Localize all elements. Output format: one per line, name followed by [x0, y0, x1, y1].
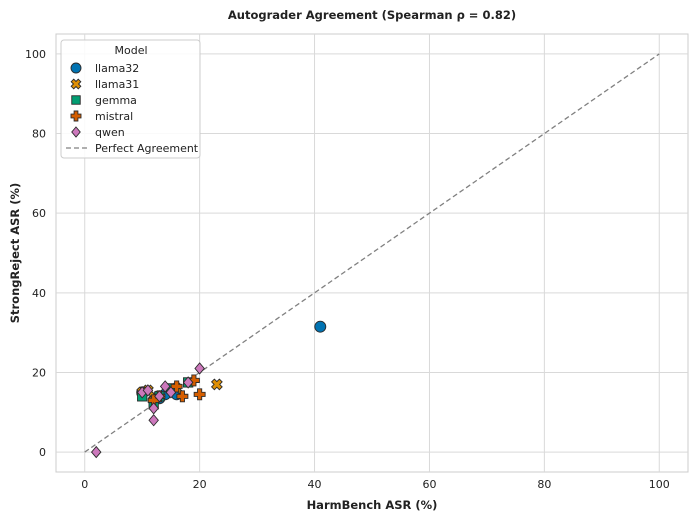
- legend-marker-gemma: [71, 95, 81, 105]
- data-points: [90, 320, 327, 459]
- x-tick-label: 60: [422, 478, 436, 491]
- x-tick-label: 80: [537, 478, 551, 491]
- legend-label-gemma: gemma: [95, 94, 137, 107]
- legend-label-mistral: mistral: [95, 110, 133, 123]
- mistral-point: [193, 388, 206, 401]
- y-tick-label: 40: [32, 287, 46, 300]
- y-tick-label: 100: [25, 48, 46, 61]
- mistral-point: [170, 380, 183, 393]
- legend-marker-llama31: [70, 78, 82, 90]
- legend-marker-qwen: [71, 126, 81, 138]
- x-tick-label: 40: [308, 478, 322, 491]
- legend-title: Model: [114, 44, 147, 57]
- qwen-point: [159, 380, 171, 393]
- x-tick-label: 100: [649, 478, 670, 491]
- y-tick-label: 0: [39, 446, 46, 459]
- mistral-point: [176, 390, 189, 403]
- y-axis-title: StrongReject ASR (%): [8, 183, 22, 324]
- legend-marker-llama32: [70, 62, 82, 74]
- llama31-point: [210, 378, 223, 391]
- x-tick-label: 0: [81, 478, 88, 491]
- y-tick-label: 80: [32, 128, 46, 141]
- qwen-point: [154, 390, 165, 403]
- y-tick-label: 20: [32, 366, 46, 379]
- legend-label-llama31: llama31: [95, 78, 139, 91]
- x-tick-label: 20: [193, 478, 207, 491]
- legend: Model llama32 llama31 gemma mistral qwen Perf…: [60, 39, 201, 159]
- legend-label-llama32: llama32: [95, 62, 139, 75]
- qwen-point: [194, 362, 205, 375]
- qwen-point: [182, 376, 194, 389]
- y-tick-label: 60: [32, 207, 46, 220]
- tick-labels: 0 20 40 60 80 100 0 20 40 60 80 100: [25, 48, 670, 491]
- qwen-point: [165, 386, 177, 399]
- llama32-point: [314, 320, 327, 333]
- legend-label-perfect-agreement: Perfect Agreement: [95, 142, 199, 155]
- legend-label-qwen: qwen: [95, 126, 125, 139]
- legend-marker-mistral: [70, 110, 82, 122]
- qwen-point: [90, 445, 102, 459]
- qwen-point: [142, 384, 154, 397]
- x-axis-title: HarmBench ASR (%): [307, 498, 438, 512]
- qwen-point: [148, 414, 159, 427]
- legend-box: [60, 39, 201, 159]
- qwen-point: [148, 402, 159, 415]
- chart-title: Autograder Agreement (Spearman ρ = 0.82): [228, 8, 516, 22]
